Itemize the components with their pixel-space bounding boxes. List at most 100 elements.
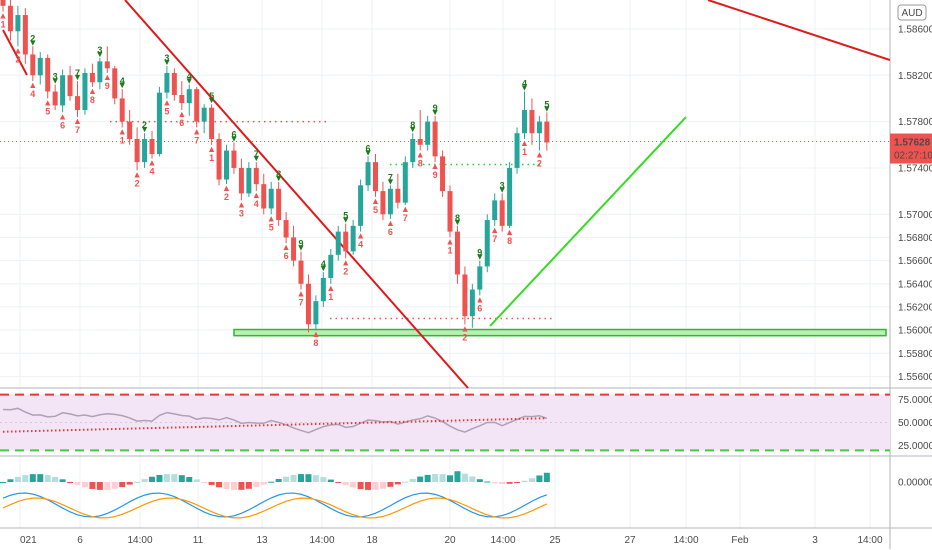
- macd-histogram-bar: [245, 482, 252, 489]
- candle-body: [283, 220, 289, 238]
- td-buy-count: 2: [224, 192, 229, 202]
- time-tick-label: 27: [624, 535, 636, 546]
- macd-histogram-bar: [528, 478, 535, 482]
- td-sell-arrow: ▼: [520, 82, 529, 92]
- last-price-badge: [890, 133, 932, 164]
- td-sell-count: 5: [343, 211, 348, 221]
- candle-body: [186, 89, 192, 104]
- td-buy-count: 2: [462, 332, 467, 342]
- rsi-ma-line: [2, 417, 547, 433]
- macd-histogram-bar: [74, 482, 81, 485]
- time-tick-label: 6: [77, 535, 83, 546]
- candle-body: [209, 107, 215, 139]
- td-sell-count: 9: [477, 248, 482, 258]
- td-buy-arrow: ▲: [446, 236, 455, 246]
- candle-body: [454, 231, 460, 275]
- macd-histogram-bar: [379, 482, 386, 489]
- td-buy-arrow: ▲: [490, 225, 499, 235]
- td-sell-count: 3: [97, 45, 102, 55]
- price-tick-label: 1.57000: [898, 210, 932, 221]
- td-sell-arrow: ▼: [319, 263, 328, 273]
- candle-body: [447, 191, 453, 232]
- price-badges: AUD 1.57628 02:27:10: [890, 4, 932, 164]
- td-buy-arrow: ▲: [0, 11, 7, 21]
- uptrend-line: [489, 116, 687, 327]
- td-buy-count: 2: [135, 178, 140, 188]
- time-axis[interactable]: 021 6 14:00 11 13 14:00 18 20 14:00 25 27 14:00 Feb 3…: [20, 535, 883, 546]
- macd-histogram-bar: [394, 482, 401, 485]
- td-buy-arrow: ▲: [237, 199, 246, 209]
- support-zone: [233, 328, 887, 337]
- countdown-timer: 02:27:10: [894, 151, 932, 162]
- candle-body: [0, 0, 6, 6]
- rsi-level-label: 25.00000: [898, 441, 932, 452]
- td-sell-count: 7: [75, 68, 80, 78]
- candle-body: [529, 110, 535, 134]
- candle-body: [82, 72, 88, 111]
- rsi-level-label: 50.00000: [898, 418, 932, 429]
- support-zone-rect: [233, 328, 887, 337]
- macd-histogram-bar: [268, 481, 275, 483]
- td-sell-arrow: ▼: [118, 80, 127, 90]
- candle-body: [387, 188, 393, 215]
- td-buy-count: 7: [75, 125, 80, 135]
- candle-body: [156, 92, 162, 155]
- macd-histogram-bar: [521, 480, 528, 482]
- td-buy-count: 5: [164, 106, 169, 116]
- price-tick-label: 1.58200: [898, 71, 932, 82]
- td-sell-count: 9: [298, 238, 303, 248]
- td-buy-arrow: ▲: [460, 323, 469, 333]
- rsi-pane: [0, 393, 890, 452]
- candle-body: [238, 167, 244, 194]
- td-buy-count: 7: [194, 135, 199, 145]
- td-buy-count: 7: [403, 213, 408, 223]
- price-axis[interactable]: 1.58600 1.58200 1.57800 1.57400 1.57000 1.568…: [898, 24, 932, 488]
- signal-line: [2, 497, 548, 519]
- td-buy-count: 6: [60, 120, 65, 130]
- td-buy-count: 4: [254, 199, 259, 209]
- td-buy-count: 4: [30, 89, 35, 99]
- macd-histogram-bar: [461, 473, 468, 482]
- td-sell-count: 6: [231, 129, 236, 139]
- candle-body: [477, 266, 483, 290]
- currency-label: AUD: [901, 8, 922, 19]
- macd-histogram-bar: [104, 482, 111, 490]
- td-buy-arrow: ▲: [43, 97, 52, 107]
- macd-histogram-bar: [447, 475, 453, 482]
- candle-body: [224, 150, 229, 180]
- td-buy-arrow: ▲: [326, 283, 335, 293]
- macd-level-label: 0.00000: [898, 478, 932, 489]
- td-sell-count: 5: [544, 99, 549, 109]
- td-buy-count: 6: [388, 227, 393, 237]
- td-sell-arrow: ▼: [162, 57, 171, 67]
- macd-histogram-bar: [126, 482, 133, 485]
- macd-histogram-bar: [67, 482, 74, 483]
- macd-histogram-bar: [186, 477, 193, 482]
- macd-histogram-bar: [432, 474, 439, 482]
- macd-histogram-bar: [96, 482, 103, 490]
- td-sell-arrow: ▼: [207, 95, 216, 105]
- td-buy-arrow: ▲: [73, 116, 82, 126]
- td-buy-arrow: ▲: [207, 144, 216, 154]
- candle-body: [350, 225, 356, 252]
- candle-body: [231, 150, 237, 168]
- time-tick-label: 14:00: [490, 535, 515, 546]
- td-sell-count: 4: [120, 76, 125, 86]
- candle-body: [462, 274, 468, 317]
- macd-histogram-bar: [193, 479, 200, 482]
- time-tick-label: 14:00: [309, 535, 334, 546]
- downtrend-line: [124, 0, 469, 389]
- currency-badge: [897, 4, 927, 21]
- td-sell-arrow: ▼: [542, 103, 551, 113]
- macd-histogram-bar: [484, 481, 491, 483]
- macd-histogram-bar: [439, 474, 446, 482]
- price-tick-label: 1.56800: [898, 233, 932, 244]
- candle-body: [492, 200, 498, 221]
- price-tick-label: 1.56400: [898, 279, 932, 290]
- time-tick-label: 14:00: [857, 535, 882, 546]
- candle-body: [253, 167, 259, 185]
- candle-body: [373, 162, 378, 192]
- candle-body: [440, 156, 446, 192]
- price-tick-label: 1.56600: [898, 256, 932, 267]
